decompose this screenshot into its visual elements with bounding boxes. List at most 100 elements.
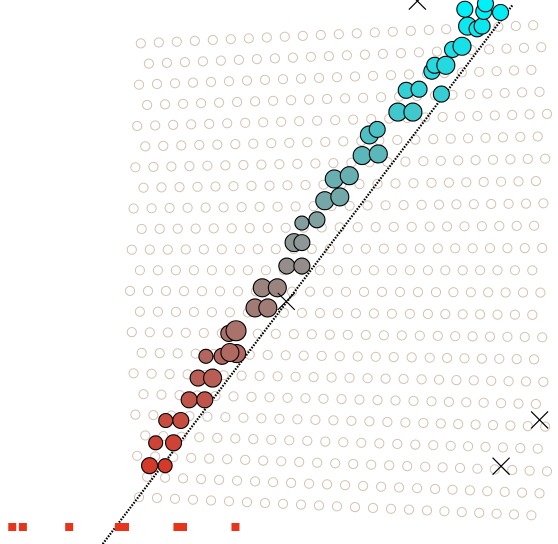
background-ring [530, 398, 542, 410]
background-ring [279, 31, 290, 42]
background-ring [225, 34, 236, 45]
background-ring [500, 287, 511, 298]
background-ring [294, 116, 305, 127]
background-ring [349, 71, 361, 82]
background-ring [242, 265, 253, 276]
background-ring [408, 178, 419, 189]
background-ring [454, 111, 466, 122]
background-ring [258, 117, 269, 128]
background-ring [259, 74, 271, 86]
background-ring [220, 412, 231, 423]
background-ring [261, 32, 272, 43]
background-ring [372, 178, 383, 189]
background-ring [350, 265, 361, 276]
background-ring [330, 458, 341, 469]
cross-marker [492, 457, 511, 476]
rug-marker [173, 523, 182, 531]
rug-marker [114, 523, 123, 531]
background-ring [386, 265, 397, 276]
background-ring [422, 265, 433, 276]
background-ring [517, 487, 528, 498]
background-ring [133, 79, 145, 90]
background-ring [277, 74, 289, 85]
background-ring [240, 454, 251, 465]
background-ring [174, 182, 185, 193]
background-ring [222, 454, 233, 465]
background-ring [286, 477, 297, 488]
background-ring [188, 306, 199, 318]
background-ring [403, 504, 415, 515]
background-ring [522, 153, 533, 165]
background-ring [340, 480, 351, 491]
background-ring [448, 287, 459, 298]
background-ring [406, 221, 417, 232]
background-ring [502, 243, 513, 254]
background-ring [486, 375, 497, 386]
background-ring [138, 182, 149, 193]
background-ring [364, 416, 375, 427]
cluster-point [225, 320, 247, 342]
rug-marker [18, 523, 27, 531]
cluster-point [293, 257, 311, 275]
background-ring [134, 265, 145, 276]
background-ring [315, 29, 326, 41]
background-rings [124, 20, 553, 521]
background-ring [256, 413, 267, 424]
background-ring [328, 415, 339, 426]
cluster-point [267, 278, 287, 298]
background-ring [187, 77, 199, 88]
background-ring [537, 242, 548, 254]
background-ring [377, 48, 388, 59]
cross-marker [530, 411, 549, 429]
background-ring [459, 221, 470, 232]
background-ring [196, 98, 207, 109]
background-ring [470, 155, 481, 166]
cluster-point [491, 3, 510, 22]
background-ring [435, 418, 446, 429]
cluster-point [403, 102, 423, 122]
background-ring [206, 265, 217, 276]
background-ring [451, 375, 462, 386]
background-ring [491, 66, 502, 77]
background-ring [532, 131, 543, 142]
background-ring [179, 57, 190, 68]
background-ring [196, 474, 207, 485]
background-ring [306, 329, 317, 340]
background-ring [128, 368, 139, 379]
rug-marker [8, 523, 17, 531]
background-ring [162, 327, 173, 338]
background-ring [205, 76, 217, 88]
background-ring [482, 486, 493, 497]
background-ring [236, 202, 247, 213]
background-ring [472, 110, 483, 122]
background-ring [160, 285, 172, 297]
background-ring [226, 223, 237, 234]
background-ring [314, 265, 325, 276]
background-ring [360, 243, 371, 254]
background-ring [148, 161, 159, 172]
background-ring [406, 352, 417, 363]
background-ring [509, 309, 521, 320]
background-ring [192, 181, 203, 192]
background-ring [416, 374, 427, 385]
background-ring [318, 393, 329, 404]
background-ring [404, 265, 415, 276]
background-ring [342, 329, 353, 340]
background-ring [497, 132, 508, 143]
background-ring [423, 24, 434, 36]
background-ring [368, 308, 379, 319]
cluster-point [352, 146, 372, 166]
background-ring [348, 114, 359, 125]
background-ring [480, 441, 491, 452]
background-ring [508, 509, 520, 520]
background-ring [461, 177, 472, 188]
background-ring [537, 332, 548, 343]
background-ring [501, 43, 512, 54]
background-ring [380, 200, 391, 211]
background-ring [507, 109, 518, 121]
cluster-point [203, 368, 223, 388]
background-ring [468, 375, 479, 386]
background-ring [496, 398, 507, 409]
background-ring [541, 108, 553, 120]
background-ring [331, 501, 343, 512]
